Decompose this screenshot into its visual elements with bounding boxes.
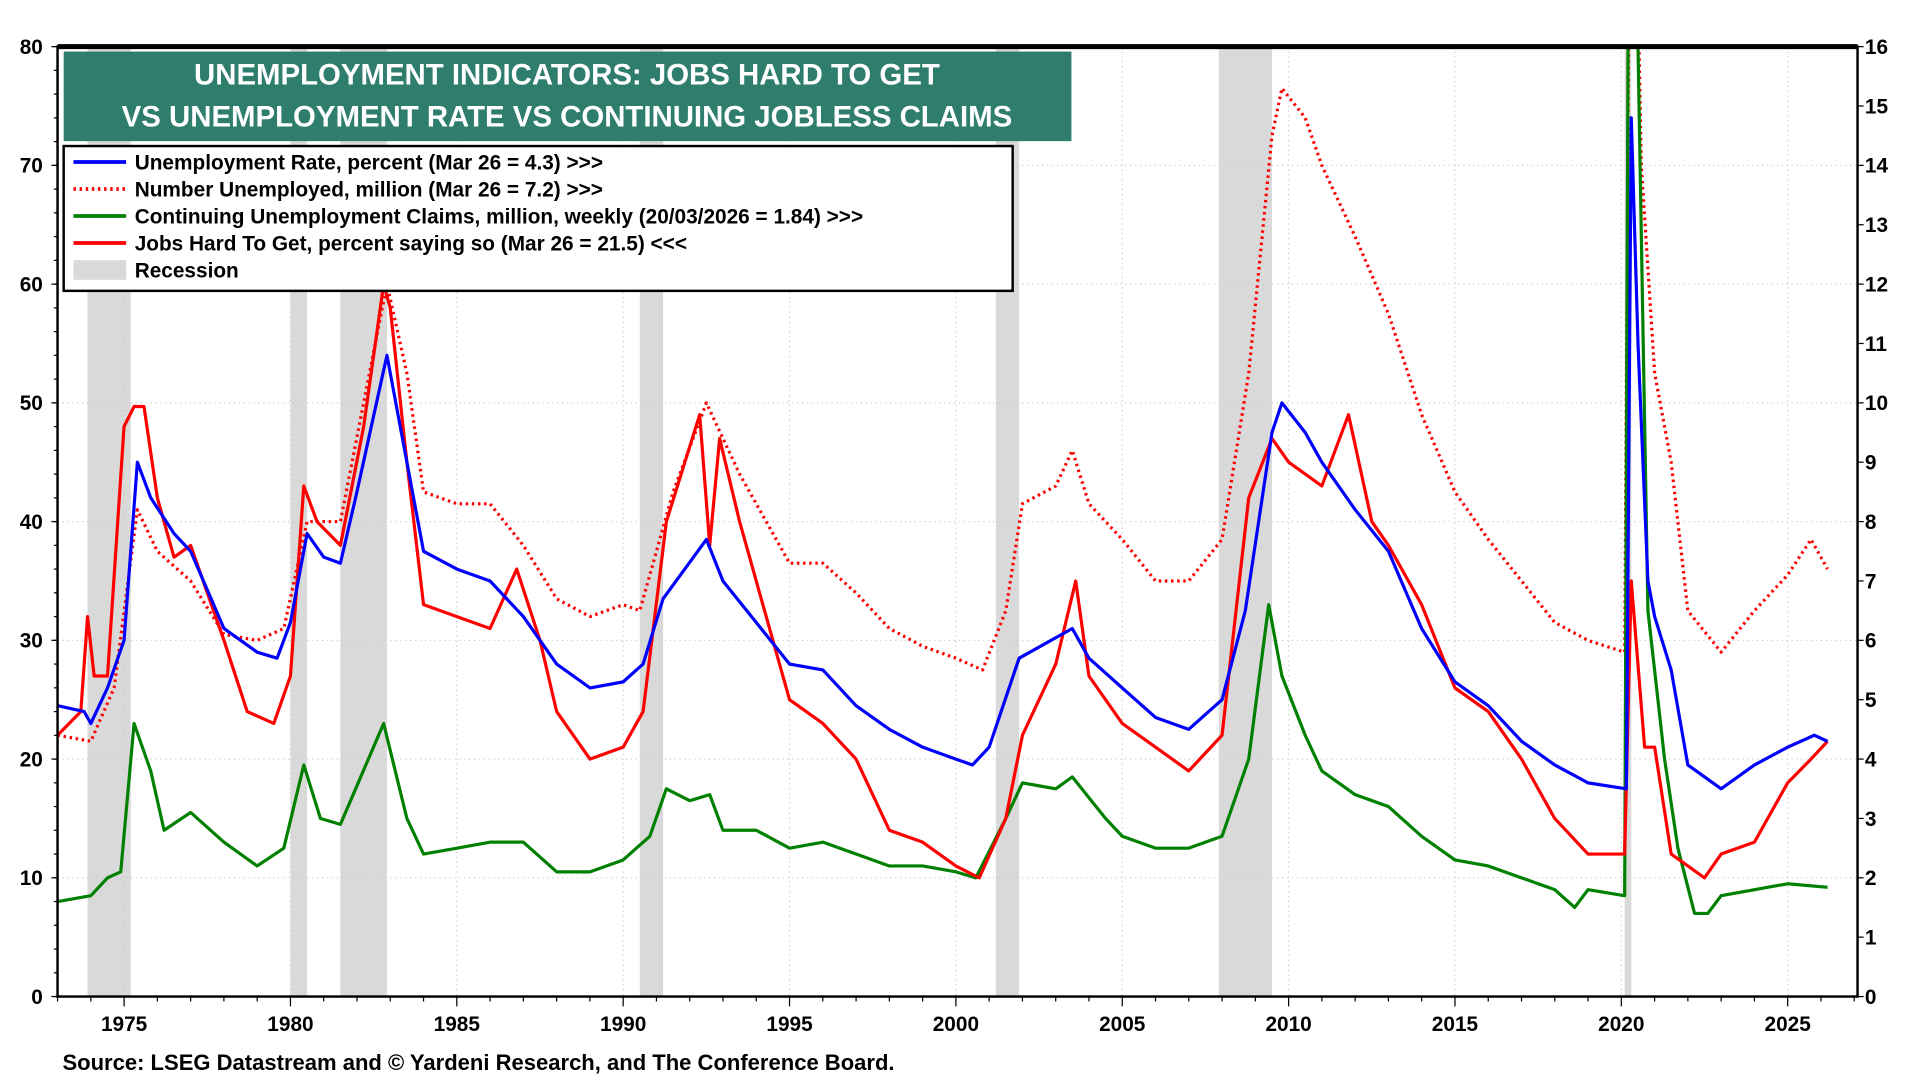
legend-jobs-hard-to-get: Jobs Hard To Get, percent saying so (Mar…: [135, 232, 687, 255]
x-tick-label: 2025: [1765, 1013, 1811, 1036]
x-tick-label: 2020: [1598, 1013, 1644, 1036]
legend-unemployment-rate: Unemployment Rate, percent (Mar 26 = 4.3…: [135, 151, 603, 174]
right-tick-label: 6: [1865, 630, 1877, 653]
x-tick-label: 1975: [101, 1013, 147, 1036]
right-tick-label: 16: [1865, 36, 1888, 59]
series-line-3: [57, 282, 1829, 880]
right-tick-label: 2: [1865, 867, 1877, 890]
legend-swatch-recession: [73, 260, 127, 280]
chart-title-line-1: UNEMPLOYMENT INDICATORS: JOBS HARD TO GE…: [194, 59, 940, 92]
right-tick-label: 1: [1865, 927, 1877, 950]
legend-recession: Recession: [135, 259, 239, 282]
x-tick-label: 2015: [1432, 1013, 1478, 1036]
x-tick-label: 1995: [766, 1013, 812, 1036]
right-tick-label: 8: [1865, 511, 1877, 534]
left-tick-label: 10: [20, 867, 43, 890]
left-tick-label: 80: [20, 36, 43, 59]
source-note: Source: LSEG Datastream and © Yardeni Re…: [62, 1050, 894, 1075]
title-box: UNEMPLOYMENT INDICATORS: JOBS HARD TO GE…: [63, 51, 1072, 142]
right-tick-label: 9: [1865, 452, 1877, 475]
x-tick-label: 2000: [933, 1013, 979, 1036]
legend: Unemployment Rate, percent (Mar 26 = 4.3…: [62, 144, 1014, 293]
legend-continuing-claims: Continuing Unemployment Claims, million,…: [135, 205, 863, 228]
left-tick-label: 40: [20, 511, 43, 534]
left-tick-label: 20: [20, 748, 43, 771]
title-background: [63, 51, 1072, 142]
right-tick-label: 10: [1865, 392, 1888, 415]
right-tick-label: 5: [1865, 689, 1877, 712]
x-tick-label: 1980: [267, 1013, 313, 1036]
left-tick-label: 70: [20, 155, 43, 178]
right-tick-label: 11: [1865, 333, 1887, 356]
left-tick-label: 60: [20, 273, 43, 296]
right-tick-label: 3: [1865, 808, 1877, 831]
left-tick-label: 30: [20, 630, 43, 653]
legend-number-unemployed: Number Unemployed, million (Mar 26 = 7.2…: [135, 178, 603, 201]
x-tick-label: 2005: [1099, 1013, 1145, 1036]
right-tick-label: 0: [1865, 986, 1877, 1009]
right-tick-label: 12: [1865, 273, 1888, 296]
x-tick-label: 1985: [434, 1013, 480, 1036]
axis-ticks: 0102030405060708001234567891011121314151…: [20, 36, 1889, 1036]
x-tick-label: 2010: [1265, 1013, 1311, 1036]
right-tick-label: 7: [1865, 570, 1877, 593]
left-tick-label: 0: [31, 986, 43, 1009]
series-lines: [57, 46, 1829, 916]
left-tick-label: 50: [20, 392, 43, 415]
right-tick-label: 14: [1865, 155, 1889, 178]
x-tick-label: 1990: [600, 1013, 646, 1036]
right-tick-label: 4: [1865, 748, 1877, 771]
series-line-0: [57, 116, 1829, 791]
chart-title-line-2: VS UNEMPLOYMENT RATE VS CONTINUING JOBLE…: [122, 100, 1013, 133]
right-tick-label: 15: [1865, 95, 1888, 118]
right-tick-label: 13: [1865, 214, 1888, 237]
